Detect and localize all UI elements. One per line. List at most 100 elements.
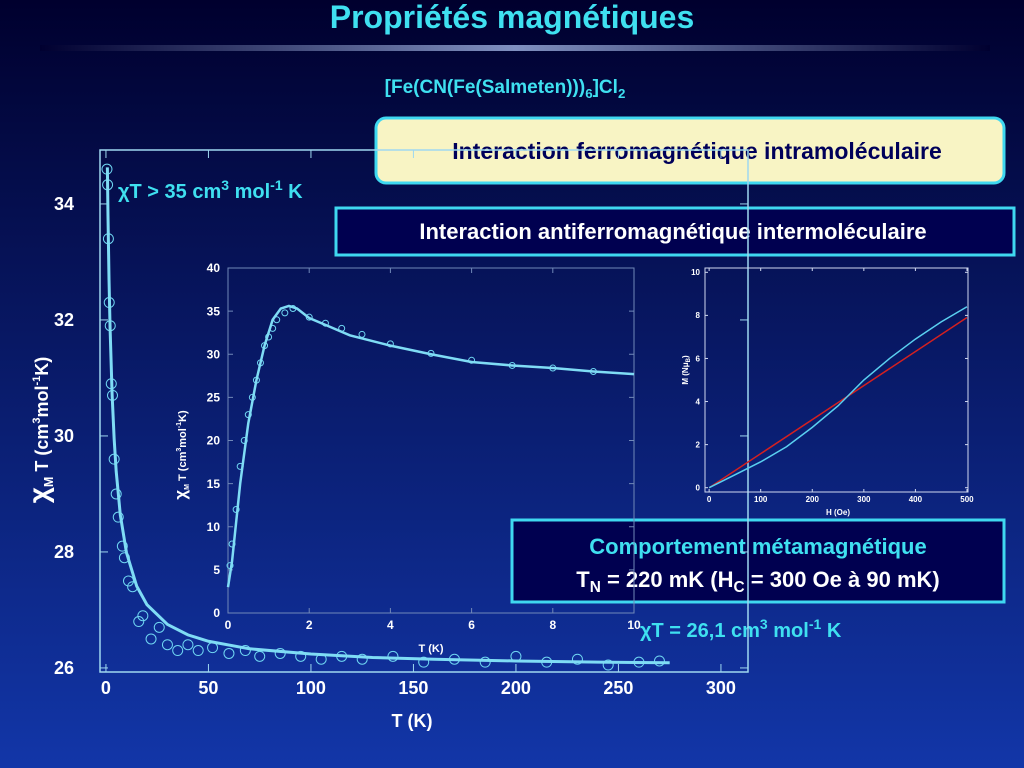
x-axis-label: T (K): [418, 643, 443, 655]
data-point: [223, 647, 235, 659]
x-tick-label: 2: [306, 618, 313, 632]
label-sub: M: [42, 477, 56, 488]
data-point: [137, 610, 149, 622]
y-tick-label: 0: [696, 483, 701, 492]
x-tick-label: 400: [909, 495, 923, 504]
data-point: [387, 650, 399, 662]
y-tick-label: 35: [207, 304, 221, 318]
y-tick-label: 32: [54, 310, 74, 330]
text-sup: -1: [809, 616, 822, 632]
box: [334, 206, 1016, 257]
y-axis-label: χM T (cm3mol-1K): [23, 357, 56, 504]
x-tick-label: 0: [101, 678, 111, 698]
subtitle-sub: 2: [618, 86, 625, 101]
x-tick-label: 500: [960, 495, 974, 504]
plot-frame: [704, 267, 969, 493]
data-point: [356, 653, 368, 665]
box-text: TN = 220 mK (HC = 300 Oe à 90 mK): [576, 567, 939, 596]
data-point: [153, 621, 165, 633]
subtitle-part: [Fe(CN(Fe(Salmeten))): [385, 77, 586, 98]
box: [510, 518, 1006, 604]
y-tick-label: 26: [54, 658, 74, 678]
x-tick-label: 0: [225, 618, 232, 632]
x-tick-label: 6: [468, 618, 475, 632]
data-point: [281, 309, 289, 317]
y-tick-label: 15: [207, 477, 221, 491]
y-tick-label: 2: [696, 440, 701, 449]
subtitle-sub: 6: [585, 86, 592, 101]
label-part: χ: [23, 487, 54, 503]
y-tick-label: 5: [213, 563, 220, 577]
text-part: mol: [229, 181, 270, 203]
title: Propriétés magnétiques: [330, 0, 695, 35]
y-tick-label: 20: [207, 434, 221, 448]
y-axis-label: M (NμB): [681, 355, 692, 385]
subtitle-part: ]Cl: [593, 77, 618, 98]
text-part: = 220 mK (H: [601, 567, 734, 592]
label-sup: -1: [31, 376, 43, 386]
data-point: [112, 511, 124, 523]
box-text: Comportement métamagnétique: [589, 534, 926, 559]
label-part: K): [177, 410, 189, 422]
label-sup: 3: [31, 418, 43, 424]
y-axis-label: χM T (cm3mol-1K): [171, 410, 191, 500]
data-point: [145, 633, 157, 645]
text-sub: C: [734, 579, 745, 596]
fit-line: [226, 304, 635, 588]
label-part: T (cm: [32, 424, 52, 477]
data-point: [110, 488, 122, 500]
label-part: mol: [177, 428, 189, 448]
fit-line: [105, 167, 670, 665]
y-tick-label: 10: [207, 520, 221, 534]
x-tick-label: 200: [806, 495, 820, 504]
annotation: χT > 35 cm3 mol-1 K: [118, 177, 303, 203]
subtitle: [Fe(CN(Fe(Salmeten)))6]Cl2: [385, 77, 626, 101]
y-tick-label: 4: [696, 397, 701, 406]
label-sup: -1: [176, 422, 183, 428]
fit-line: [708, 306, 968, 489]
data-point: [418, 656, 430, 668]
x-tick-label: 0: [707, 495, 712, 504]
data-point: [295, 650, 307, 662]
data-point: [274, 647, 286, 659]
data-point: [653, 655, 665, 667]
x-axis-label: T (K): [392, 711, 433, 731]
box-text: Interaction antiferromagnétique intermol…: [419, 219, 926, 244]
label-part: K): [32, 357, 52, 376]
label-sub: B: [686, 357, 692, 362]
data-point: [122, 575, 134, 587]
label-part: χ: [171, 490, 190, 500]
label-sub: M: [184, 484, 191, 490]
text-part: = 300 Oe à 90 mK): [745, 567, 940, 592]
data-point: [182, 639, 194, 651]
label-part: mol: [32, 386, 52, 418]
text-part: χT > 35 cm: [118, 181, 221, 203]
text-part: K: [821, 620, 842, 642]
label-part: T (cm: [177, 451, 189, 484]
label-part: ): [681, 355, 690, 358]
annotation: χT = 26,1 cm3 mol-1 K: [640, 616, 842, 642]
data-point: [602, 659, 614, 671]
x-tick-label: 300: [857, 495, 871, 504]
x-tick-label: 250: [603, 678, 633, 698]
text-sup: 3: [760, 616, 768, 632]
text-sub: N: [590, 579, 601, 596]
data-point: [133, 616, 145, 628]
y-tick-label: 28: [54, 542, 74, 562]
label-sup: 3: [176, 448, 183, 452]
x-tick-label: 200: [501, 678, 531, 698]
text-sup: 3: [221, 177, 229, 193]
data-point: [116, 540, 128, 552]
fit-line: [708, 316, 968, 489]
y-tick-label: 25: [207, 391, 221, 405]
data-point: [161, 639, 173, 651]
text-part: K: [283, 181, 304, 203]
text-part: T: [576, 567, 590, 592]
data-point: [571, 653, 583, 665]
text-part: mol: [768, 620, 809, 642]
y-tick-label: 0: [213, 606, 220, 620]
plot-frame: [99, 149, 749, 673]
data-point: [172, 645, 184, 657]
